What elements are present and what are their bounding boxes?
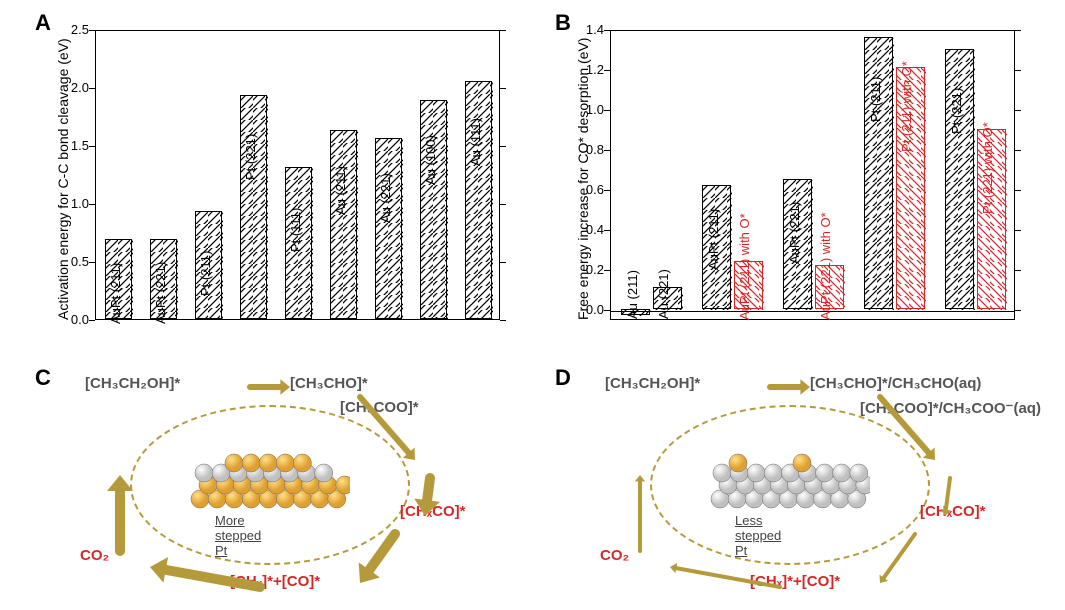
bar-label: Pt (111)	[288, 208, 303, 252]
ytick-mark-right	[1015, 230, 1021, 231]
ytick-label: 0.5	[55, 254, 89, 269]
bar-label: AuPt (211) with O*	[737, 213, 752, 320]
bar-label: Pt (221)	[243, 134, 258, 180]
cycle-species: [CH₃CH₂OH]*	[85, 375, 180, 392]
cycle-species: [CH₃CHO]*/CH₃CHO(aq)	[810, 375, 981, 392]
cycle-species: CO₂	[80, 547, 109, 564]
atom-cluster	[190, 453, 350, 513]
ytick-mark	[89, 262, 95, 263]
bar-label: Au (211)	[625, 270, 640, 319]
panel-d-label: D	[555, 365, 571, 391]
ytick-label: 1.4	[570, 22, 604, 37]
bar-label: Au (100)	[423, 135, 438, 185]
ytick-mark-right	[1015, 190, 1021, 191]
ytick-label: 1.0	[570, 102, 604, 117]
ytick-label: 2.0	[55, 80, 89, 95]
ytick-mark-right	[1015, 270, 1021, 271]
cycle-species: [CHₓ]*+[CO]*	[750, 573, 840, 590]
ytick-label: 2.5	[55, 22, 89, 37]
ytick-label: 0.2	[570, 262, 604, 277]
ytick-mark	[604, 30, 610, 31]
cycle-species: [CH₃CH₂OH]*	[605, 375, 700, 392]
ytick-mark	[604, 70, 610, 71]
panel-c-label: C	[35, 365, 51, 391]
bar-label: Pt (221)	[949, 88, 964, 134]
cycle-species: CO₂	[600, 547, 629, 564]
ytick-mark	[89, 30, 95, 31]
ytick-mark-right	[500, 146, 506, 147]
ytick-mark-right	[500, 262, 506, 263]
ytick-label: 0.0	[570, 302, 604, 317]
ytick-mark	[89, 320, 95, 321]
bar-label: Pt (211) with O*	[899, 61, 914, 152]
cycle-species: [CH₃COO]*/CH₃COO⁻(aq)	[860, 399, 1041, 417]
ytick-label: 1.5	[55, 138, 89, 153]
cycle-species: [CHₓ]*+[CO]*	[230, 573, 320, 590]
cycle-species: [CH₃COO]*	[340, 399, 419, 416]
ytick-mark	[89, 204, 95, 205]
chart-b-ylabel: Free energy increase for CO* desorption …	[575, 38, 591, 320]
bar-label: Au (111)	[468, 118, 483, 166]
ytick-label: 0.0	[55, 312, 89, 327]
ytick-mark-right	[1015, 110, 1021, 111]
ytick-label: 0.4	[570, 222, 604, 237]
bar-label: AuPt (221)	[153, 262, 168, 324]
zero-line	[611, 311, 1014, 312]
bar-label: Pt (211)	[198, 251, 213, 296]
cycle-species: [CH₃CHO]*	[290, 375, 368, 392]
cycle-species: [CHₓCO]*	[400, 503, 466, 520]
ytick-mark-right	[500, 204, 506, 205]
ytick-mark	[604, 190, 610, 191]
ytick-label: 0.8	[570, 142, 604, 157]
ytick-mark-right	[1015, 150, 1021, 151]
bar-label: AuPt (211)	[108, 263, 123, 324]
ytick-mark-right	[1015, 70, 1021, 71]
cycle-species: [CHₓCO]*	[920, 503, 986, 520]
ytick-label: 1.2	[570, 62, 604, 77]
ytick-mark	[604, 150, 610, 151]
ytick-mark-right	[500, 320, 506, 321]
ytick-mark	[89, 146, 95, 147]
cycle-caption: More stepped Pt	[215, 513, 261, 558]
bar-label: AuPt (221)	[787, 202, 802, 264]
atom-cluster	[710, 453, 870, 513]
ytick-mark	[89, 88, 95, 89]
bar-label: AuPt (221) with O*	[818, 212, 833, 320]
ytick-mark	[604, 310, 610, 311]
ytick-mark-right	[500, 88, 506, 89]
cycle-caption: Less stepped Pt	[735, 513, 781, 558]
bar-label: Au (221)	[656, 269, 671, 319]
bar-label: Au (211)	[333, 166, 348, 215]
ytick-mark-right	[500, 30, 506, 31]
ytick-mark	[604, 110, 610, 111]
bar-label: Pt (221) with O*	[980, 122, 995, 214]
bar-label: Au (221)	[378, 173, 393, 223]
bar-label: Pt (211)	[868, 77, 883, 122]
ytick-mark	[604, 230, 610, 231]
ytick-mark-right	[1015, 310, 1021, 311]
ytick-mark	[604, 270, 610, 271]
ytick-mark-right	[1015, 30, 1021, 31]
ytick-label: 0.6	[570, 182, 604, 197]
bar-label: AuPt (211)	[706, 209, 721, 270]
ytick-label: 1.0	[55, 196, 89, 211]
